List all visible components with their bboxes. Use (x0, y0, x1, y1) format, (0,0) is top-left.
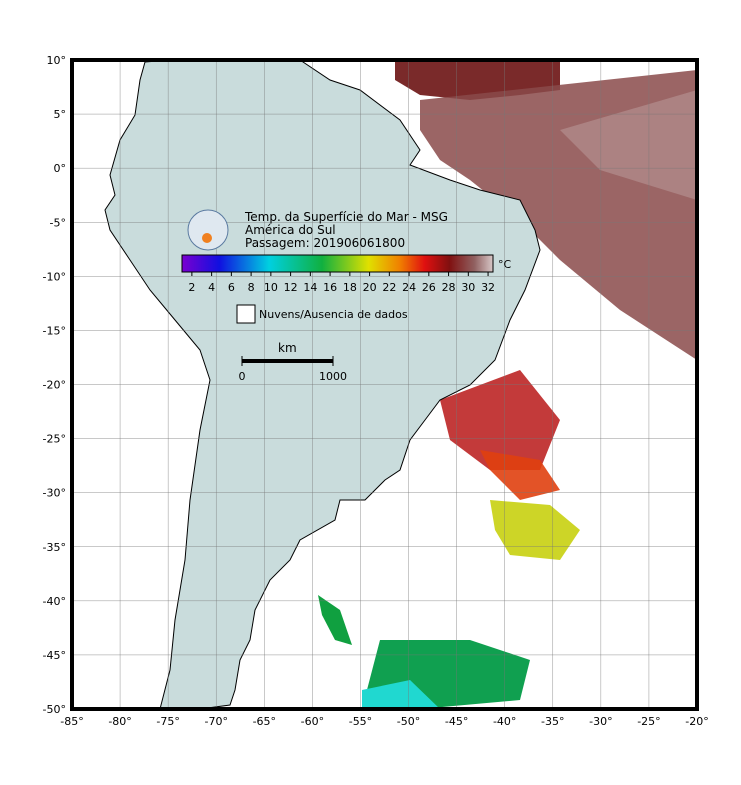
scale-unit: km (278, 341, 297, 355)
y-tick-label: -10° (43, 270, 66, 283)
colorbar-label: 8 (248, 281, 255, 294)
colorbar-label: 30 (461, 281, 475, 294)
colorbar-label: 4 (208, 281, 215, 294)
colorbar-label: 2 (188, 281, 195, 294)
logo-dot (202, 233, 212, 243)
legend-box (236, 304, 256, 324)
colorbar (181, 254, 494, 273)
x-tick-label: -50° (397, 715, 420, 728)
colorbar-label: 20 (363, 281, 377, 294)
x-tick-label: -20° (685, 715, 708, 728)
legend-label: Nuvens/Ausencia de dados (259, 308, 408, 321)
x-tick-label: -60° (301, 715, 324, 728)
y-tick-label: 10° (47, 54, 67, 67)
x-tick-label: -55° (349, 715, 372, 728)
x-tick-label: -80° (108, 715, 131, 728)
frame (70, 58, 699, 711)
y-tick-label: -25° (43, 433, 66, 446)
x-tick-label: -30° (589, 715, 612, 728)
scale-bar (242, 359, 333, 363)
colorbar-label: 28 (442, 281, 456, 294)
y-tick-label: -5° (50, 216, 66, 229)
x-tick-label: -25° (637, 715, 660, 728)
pass: Passagem: 201906061800 (245, 236, 405, 250)
y-tick-label: -35° (43, 541, 66, 554)
colorbar-label: 22 (382, 281, 396, 294)
colorbar-label: 6 (228, 281, 235, 294)
y-tick-label: -15° (43, 324, 66, 337)
x-tick-label: -35° (541, 715, 564, 728)
y-tick-label: -45° (43, 649, 66, 662)
colorbar-label: 12 (284, 281, 298, 294)
scale-label: 0 (239, 370, 246, 383)
sst-data (318, 60, 697, 709)
y-tick-label: -30° (43, 487, 66, 500)
colorbar-label: 24 (402, 281, 416, 294)
y-tick-label: 5° (54, 108, 67, 121)
colorbar-label: 16 (323, 281, 337, 294)
colorbar-label: 26 (422, 281, 436, 294)
x-tick-label: -65° (253, 715, 276, 728)
scale-label: 1000 (319, 370, 347, 383)
colorbar-unit: °C (498, 258, 512, 271)
x-tick-label: -70° (204, 715, 227, 728)
y-tick-label: -20° (43, 379, 66, 392)
y-tick-label: 0° (54, 162, 67, 175)
x-tick-label: -45° (445, 715, 468, 728)
inpe-logo (187, 209, 229, 251)
colorbar-label: 18 (343, 281, 357, 294)
x-tick-label: -75° (156, 715, 179, 728)
y-tick-label: -40° (43, 595, 66, 608)
colorbar-label: 10 (264, 281, 278, 294)
colorbar-label: 14 (303, 281, 317, 294)
x-tick-label: -40° (493, 715, 516, 728)
x-tick-label: -85° (60, 715, 83, 728)
colorbar-label: 32 (481, 281, 495, 294)
title: Temp. da Superfície do Mar - MSG (244, 210, 448, 224)
y-tick-label: -50° (43, 703, 66, 716)
subtitle: América do Sul (245, 223, 336, 237)
